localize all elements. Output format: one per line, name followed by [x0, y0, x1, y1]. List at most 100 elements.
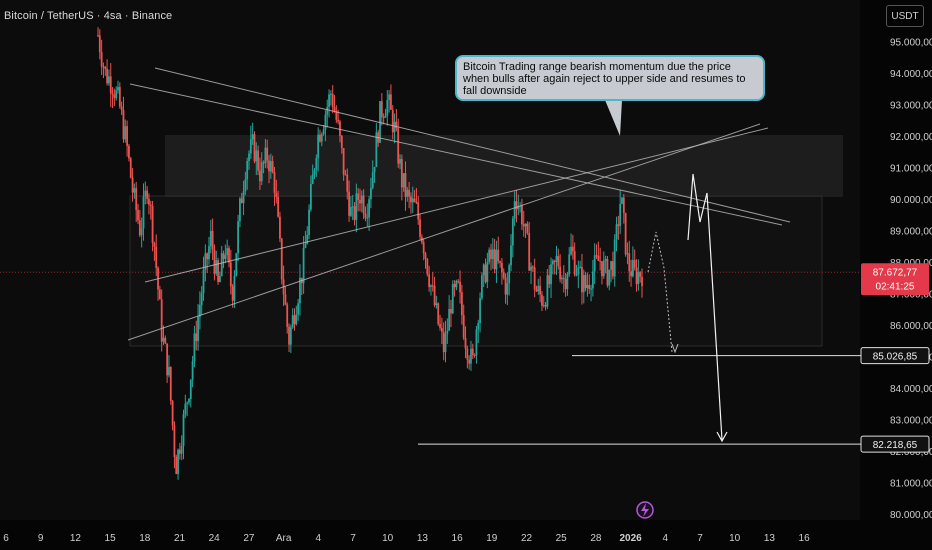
x-tick-label: 7 — [350, 533, 356, 544]
candle-body — [555, 256, 558, 262]
candle-body — [289, 327, 292, 345]
candle-body — [371, 172, 374, 189]
candle-body — [284, 294, 287, 305]
candle-body — [444, 333, 447, 353]
candle-body — [435, 303, 438, 306]
candle-body — [524, 223, 527, 227]
candle-body — [388, 94, 391, 101]
countdown-label: 02:41:25 — [876, 281, 915, 292]
candle-body — [482, 264, 485, 276]
candle-body — [269, 161, 272, 172]
candle-body — [595, 255, 598, 257]
candle-body — [591, 271, 594, 289]
trend-line — [144, 127, 769, 283]
candle-body — [98, 35, 101, 53]
candle-body — [404, 173, 407, 197]
candle-body — [571, 246, 574, 252]
candle-body — [351, 206, 354, 208]
x-tick-label: 16 — [452, 533, 464, 544]
candle-body — [433, 285, 436, 306]
candle-body — [559, 266, 562, 280]
candle-body — [240, 198, 243, 204]
candle-body — [386, 100, 389, 116]
candle-body — [408, 189, 411, 197]
trend-line — [154, 67, 791, 223]
candle-body — [477, 323, 480, 330]
candle-body — [262, 162, 265, 164]
x-tick-label: 6 — [3, 533, 9, 544]
candle-body — [511, 218, 514, 246]
x-tick-label: 16 — [799, 533, 811, 544]
candle-body — [384, 115, 387, 118]
x-tick-label: 19 — [486, 533, 498, 544]
candle-body — [342, 148, 345, 175]
annotation-note[interactable]: Bitcoin Trading range bearish momentum d… — [455, 55, 765, 101]
candle-body — [431, 285, 434, 287]
candle-body — [515, 201, 518, 210]
candle-body — [526, 223, 529, 234]
candle-body — [531, 266, 534, 268]
y-tick-label: 93.000,00 — [890, 101, 932, 112]
x-tick-label: 4 — [663, 533, 669, 544]
candle-body — [220, 253, 223, 277]
candle-body — [548, 275, 551, 285]
candle-body — [428, 274, 431, 288]
candle-body — [633, 259, 636, 268]
candle-body — [575, 274, 578, 276]
candle-body — [382, 116, 385, 118]
candle-body — [437, 303, 440, 325]
candle-body — [224, 255, 227, 259]
candle-body — [280, 238, 283, 280]
resistance-zone — [165, 135, 843, 197]
candle-body — [233, 275, 236, 301]
candle-body — [160, 299, 163, 342]
candle-body — [417, 202, 420, 220]
candle-body — [120, 106, 123, 110]
projection-dotted-arrow — [671, 343, 679, 354]
candle-body — [557, 256, 560, 267]
x-tick-label: 10 — [382, 533, 394, 544]
candle-body — [266, 147, 269, 161]
candle-body — [615, 224, 618, 240]
candle-body — [630, 271, 632, 277]
candle-body — [355, 193, 358, 220]
candle-body — [504, 277, 507, 295]
candle-body — [288, 326, 290, 345]
candle-body — [577, 267, 580, 275]
candle-body — [104, 66, 107, 69]
trend-line — [127, 123, 761, 341]
candle-body — [413, 198, 416, 202]
candle-body — [622, 197, 625, 213]
candle-body — [360, 195, 363, 204]
candle-body — [248, 153, 250, 161]
target-price-tag — [860, 435, 930, 453]
candle-body — [146, 190, 149, 199]
current-price-tag — [861, 263, 929, 296]
candle-body — [126, 126, 129, 146]
current-price-label: 87.672,77 — [873, 267, 918, 278]
candle-body — [362, 195, 365, 214]
candle-body — [533, 267, 536, 290]
candle-body — [129, 158, 132, 178]
candle-body — [109, 76, 112, 94]
candle-body — [349, 207, 352, 216]
candle-body — [611, 261, 614, 277]
candle-body — [411, 198, 414, 203]
candle-body — [202, 269, 205, 294]
candle-body — [344, 174, 347, 176]
candle-body — [217, 260, 219, 283]
candle-body — [451, 284, 454, 314]
candle-body — [226, 248, 229, 256]
candle-body — [415, 201, 418, 203]
projection-arrow — [716, 431, 728, 443]
candle-body — [457, 280, 460, 282]
currency-badge[interactable]: USDT — [886, 5, 924, 27]
candle-body — [479, 298, 481, 324]
candle-body — [544, 304, 547, 307]
x-tick-label: 21 — [174, 533, 186, 544]
x-tick-label: 27 — [243, 533, 255, 544]
target-price-label: 85.026,85 — [873, 352, 918, 363]
candle-body — [641, 276, 643, 287]
candle-body — [602, 260, 605, 277]
